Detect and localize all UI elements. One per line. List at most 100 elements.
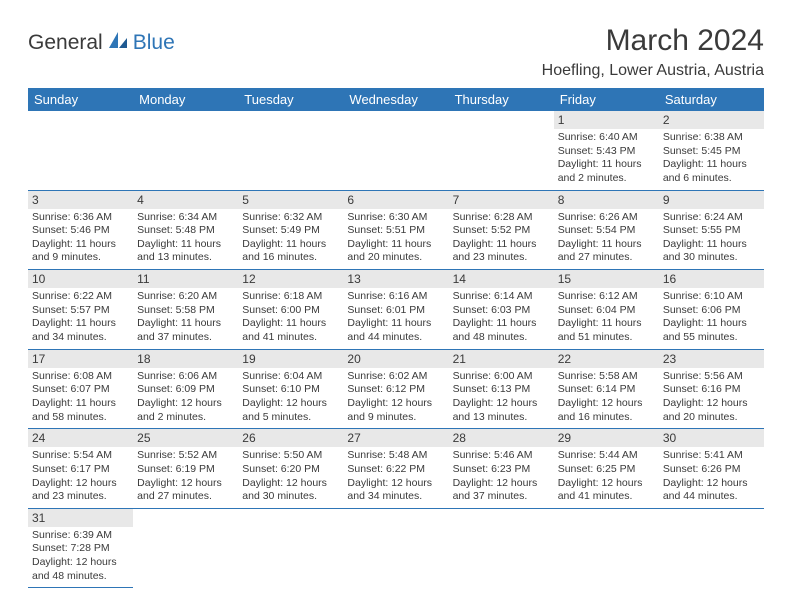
calendar-day-cell: [133, 508, 238, 588]
day-info: Sunrise: 6:04 AMSunset: 6:10 PMDaylight:…: [238, 368, 343, 429]
day-info: Sunrise: 5:41 AMSunset: 6:26 PMDaylight:…: [659, 447, 764, 508]
day-info-line: Daylight: 11 hours: [453, 317, 550, 331]
day-info-line: Daylight: 12 hours: [453, 477, 550, 491]
day-info-line: Sunset: 6:10 PM: [242, 383, 339, 397]
day-info-line: Sunset: 5:57 PM: [32, 304, 129, 318]
day-info-line: Sunset: 6:17 PM: [32, 463, 129, 477]
day-number: 16: [659, 270, 764, 288]
calendar-day-cell: 21Sunrise: 6:00 AMSunset: 6:13 PMDayligh…: [449, 349, 554, 429]
day-info-line: Daylight: 11 hours: [663, 158, 760, 172]
day-number: 24: [28, 429, 133, 447]
day-number: 26: [238, 429, 343, 447]
day-info-line: Sunset: 6:14 PM: [558, 383, 655, 397]
day-number: 25: [133, 429, 238, 447]
day-info-line: Daylight: 11 hours: [242, 317, 339, 331]
day-info-line: Daylight: 12 hours: [347, 477, 444, 491]
day-number: 17: [28, 350, 133, 368]
day-info-line: Sunrise: 5:50 AM: [242, 449, 339, 463]
calendar-day-cell: 22Sunrise: 5:58 AMSunset: 6:14 PMDayligh…: [554, 349, 659, 429]
day-info-line: Sunset: 6:09 PM: [137, 383, 234, 397]
day-info: Sunrise: 5:46 AMSunset: 6:23 PMDaylight:…: [449, 447, 554, 508]
day-info-line: Daylight: 12 hours: [32, 477, 129, 491]
calendar-day-cell: [343, 508, 448, 588]
day-info-line: Sunset: 5:51 PM: [347, 224, 444, 238]
calendar-day-cell: 3Sunrise: 6:36 AMSunset: 5:46 PMDaylight…: [28, 190, 133, 270]
day-info-line: Daylight: 12 hours: [32, 556, 129, 570]
day-info-line: Sunrise: 5:44 AM: [558, 449, 655, 463]
day-info-line: Sunset: 6:23 PM: [453, 463, 550, 477]
day-info-line: Daylight: 11 hours: [137, 317, 234, 331]
day-info-line: and 44 minutes.: [347, 331, 444, 345]
calendar-week-row: 31Sunrise: 6:39 AMSunset: 7:28 PMDayligh…: [28, 508, 764, 588]
day-info: Sunrise: 6:12 AMSunset: 6:04 PMDaylight:…: [554, 288, 659, 349]
day-info: Sunrise: 5:54 AMSunset: 6:17 PMDaylight:…: [28, 447, 133, 508]
day-number: 30: [659, 429, 764, 447]
day-info-line: Sunrise: 6:00 AM: [453, 370, 550, 384]
calendar-day-cell: 26Sunrise: 5:50 AMSunset: 6:20 PMDayligh…: [238, 429, 343, 509]
calendar-day-cell: 31Sunrise: 6:39 AMSunset: 7:28 PMDayligh…: [28, 508, 133, 588]
day-info-line: Sunrise: 6:40 AM: [558, 131, 655, 145]
calendar-day-cell: 14Sunrise: 6:14 AMSunset: 6:03 PMDayligh…: [449, 270, 554, 350]
calendar-day-cell: [554, 508, 659, 588]
day-number: 15: [554, 270, 659, 288]
calendar-day-cell: 6Sunrise: 6:30 AMSunset: 5:51 PMDaylight…: [343, 190, 448, 270]
day-number: 28: [449, 429, 554, 447]
day-info-line: and 51 minutes.: [558, 331, 655, 345]
calendar-day-cell: 9Sunrise: 6:24 AMSunset: 5:55 PMDaylight…: [659, 190, 764, 270]
day-info-line: and 23 minutes.: [32, 490, 129, 504]
day-info-line: Sunrise: 6:02 AM: [347, 370, 444, 384]
day-info: Sunrise: 6:18 AMSunset: 6:00 PMDaylight:…: [238, 288, 343, 349]
header: General Blue March 2024 Hoefling, Lower …: [28, 24, 764, 80]
day-info: Sunrise: 6:00 AMSunset: 6:13 PMDaylight:…: [449, 368, 554, 429]
day-info-line: Daylight: 12 hours: [242, 397, 339, 411]
calendar-week-row: 10Sunrise: 6:22 AMSunset: 5:57 PMDayligh…: [28, 270, 764, 350]
calendar-day-cell: 5Sunrise: 6:32 AMSunset: 5:49 PMDaylight…: [238, 190, 343, 270]
calendar-day-cell: [28, 111, 133, 190]
day-info-line: Sunset: 5:49 PM: [242, 224, 339, 238]
day-of-week-header: Thursday: [449, 88, 554, 111]
calendar-day-cell: [449, 508, 554, 588]
day-info: Sunrise: 6:28 AMSunset: 5:52 PMDaylight:…: [449, 209, 554, 270]
day-info-line: Sunset: 6:04 PM: [558, 304, 655, 318]
day-number: 3: [28, 191, 133, 209]
day-info-line: Daylight: 12 hours: [558, 477, 655, 491]
day-info-line: Daylight: 11 hours: [137, 238, 234, 252]
day-info-line: Sunrise: 6:24 AM: [663, 211, 760, 225]
calendar-day-cell: [343, 111, 448, 190]
day-info-line: Sunset: 6:26 PM: [663, 463, 760, 477]
day-info: Sunrise: 6:10 AMSunset: 6:06 PMDaylight:…: [659, 288, 764, 349]
calendar-day-cell: 18Sunrise: 6:06 AMSunset: 6:09 PMDayligh…: [133, 349, 238, 429]
day-info: Sunrise: 6:40 AMSunset: 5:43 PMDaylight:…: [554, 129, 659, 190]
day-info-line: and 16 minutes.: [558, 411, 655, 425]
calendar-day-cell: 27Sunrise: 5:48 AMSunset: 6:22 PMDayligh…: [343, 429, 448, 509]
calendar-day-cell: 10Sunrise: 6:22 AMSunset: 5:57 PMDayligh…: [28, 270, 133, 350]
day-number: 10: [28, 270, 133, 288]
calendar-day-cell: 12Sunrise: 6:18 AMSunset: 6:00 PMDayligh…: [238, 270, 343, 350]
calendar-day-cell: 16Sunrise: 6:10 AMSunset: 6:06 PMDayligh…: [659, 270, 764, 350]
calendar-day-cell: 17Sunrise: 6:08 AMSunset: 6:07 PMDayligh…: [28, 349, 133, 429]
day-number: 31: [28, 509, 133, 527]
day-info-line: and 23 minutes.: [453, 251, 550, 265]
day-number: 2: [659, 111, 764, 129]
day-info-line: and 41 minutes.: [242, 331, 339, 345]
day-number: 5: [238, 191, 343, 209]
day-number: 18: [133, 350, 238, 368]
calendar-day-cell: 25Sunrise: 5:52 AMSunset: 6:19 PMDayligh…: [133, 429, 238, 509]
calendar-day-cell: 4Sunrise: 6:34 AMSunset: 5:48 PMDaylight…: [133, 190, 238, 270]
day-info-line: and 58 minutes.: [32, 411, 129, 425]
day-info-line: and 2 minutes.: [137, 411, 234, 425]
day-info-line: Sunset: 6:19 PM: [137, 463, 234, 477]
day-info-line: Sunset: 5:43 PM: [558, 145, 655, 159]
day-info-line: Sunrise: 5:58 AM: [558, 370, 655, 384]
day-info-line: Sunrise: 6:20 AM: [137, 290, 234, 304]
day-info-line: Daylight: 11 hours: [32, 238, 129, 252]
day-info-line: Daylight: 11 hours: [32, 317, 129, 331]
day-info-line: Daylight: 11 hours: [32, 397, 129, 411]
day-info-line: Daylight: 12 hours: [347, 397, 444, 411]
day-info-line: Sunset: 6:25 PM: [558, 463, 655, 477]
day-info-line: Daylight: 11 hours: [347, 238, 444, 252]
day-info-line: Daylight: 12 hours: [453, 397, 550, 411]
day-info: Sunrise: 6:06 AMSunset: 6:09 PMDaylight:…: [133, 368, 238, 429]
day-info-line: and 48 minutes.: [453, 331, 550, 345]
day-info: Sunrise: 6:26 AMSunset: 5:54 PMDaylight:…: [554, 209, 659, 270]
